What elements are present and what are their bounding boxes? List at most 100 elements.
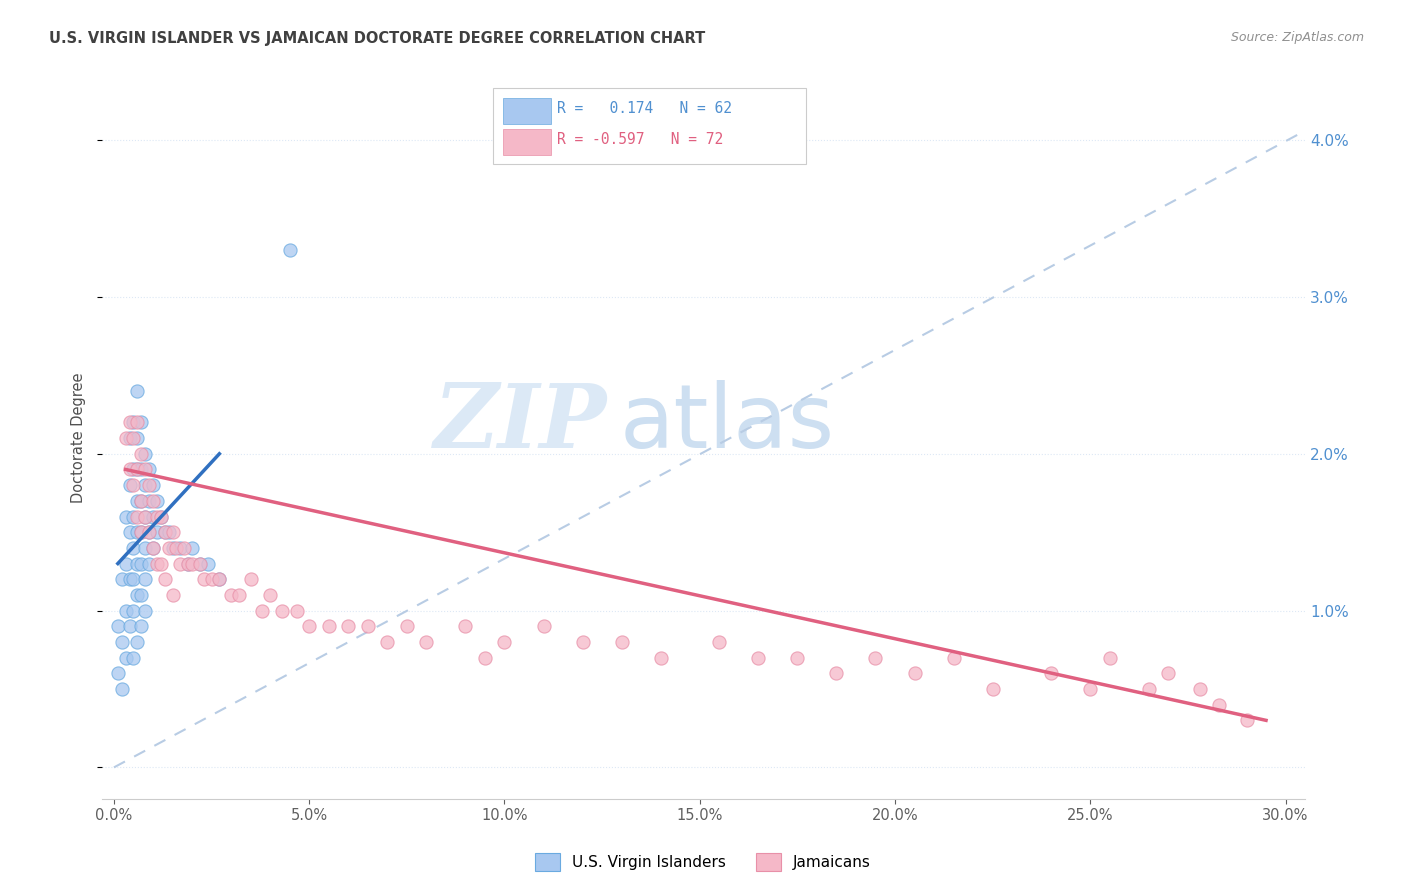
Point xyxy=(134,509,156,524)
Point xyxy=(129,588,152,602)
Point xyxy=(129,462,152,476)
Point xyxy=(786,650,808,665)
Point xyxy=(533,619,555,633)
Point xyxy=(415,635,437,649)
Point xyxy=(114,650,136,665)
Point xyxy=(114,431,136,445)
Point xyxy=(228,588,250,602)
Point xyxy=(149,509,172,524)
Point xyxy=(149,509,172,524)
Point xyxy=(153,525,176,540)
Point xyxy=(146,525,169,540)
Point xyxy=(981,681,1004,696)
Point xyxy=(494,635,516,649)
Point xyxy=(219,588,242,602)
Point xyxy=(142,478,165,492)
Point xyxy=(153,525,176,540)
Point xyxy=(107,619,129,633)
Point xyxy=(122,541,145,555)
Point xyxy=(610,635,633,649)
Point xyxy=(825,666,848,681)
Point xyxy=(138,493,160,508)
Point xyxy=(1137,681,1160,696)
Point xyxy=(709,635,731,649)
Y-axis label: Doctorate Degree: Doctorate Degree xyxy=(72,373,86,503)
Point xyxy=(942,650,965,665)
Point xyxy=(111,572,134,586)
Point xyxy=(134,478,156,492)
Point xyxy=(127,384,149,398)
Point xyxy=(114,604,136,618)
Point xyxy=(188,557,211,571)
Point xyxy=(200,572,222,586)
Point xyxy=(127,462,149,476)
Point xyxy=(474,650,496,665)
Point xyxy=(1236,714,1258,728)
Point xyxy=(118,619,141,633)
Point xyxy=(129,493,152,508)
Point xyxy=(127,493,149,508)
Point xyxy=(122,478,145,492)
Point xyxy=(162,525,184,540)
Point xyxy=(357,619,380,633)
Point xyxy=(1040,666,1063,681)
Point xyxy=(1078,681,1101,696)
Point xyxy=(146,557,169,571)
Point xyxy=(138,525,160,540)
Point xyxy=(129,619,152,633)
Point xyxy=(134,604,156,618)
Point xyxy=(454,619,477,633)
Point xyxy=(865,650,887,665)
Point xyxy=(208,572,231,586)
Legend: U.S. Virgin Islanders, Jamaicans: U.S. Virgin Islanders, Jamaicans xyxy=(529,847,877,877)
Point xyxy=(747,650,769,665)
Point xyxy=(114,509,136,524)
Point xyxy=(122,462,145,476)
Point xyxy=(197,557,219,571)
Point xyxy=(118,478,141,492)
Point xyxy=(129,525,152,540)
Point xyxy=(127,557,149,571)
Point xyxy=(239,572,262,586)
Point xyxy=(395,619,418,633)
FancyBboxPatch shape xyxy=(494,88,806,164)
Point xyxy=(146,493,169,508)
Point xyxy=(193,572,215,586)
Point xyxy=(122,572,145,586)
Point xyxy=(337,619,360,633)
Point xyxy=(571,635,593,649)
Text: atlas: atlas xyxy=(620,380,835,467)
Point xyxy=(169,541,191,555)
Point xyxy=(169,557,191,571)
Point xyxy=(134,572,156,586)
Text: Source: ZipAtlas.com: Source: ZipAtlas.com xyxy=(1230,31,1364,45)
Point xyxy=(138,462,160,476)
Point xyxy=(278,243,301,257)
Point xyxy=(142,493,165,508)
Point xyxy=(181,541,204,555)
Point xyxy=(318,619,340,633)
Point xyxy=(114,557,136,571)
Point xyxy=(138,557,160,571)
Text: U.S. VIRGIN ISLANDER VS JAMAICAN DOCTORATE DEGREE CORRELATION CHART: U.S. VIRGIN ISLANDER VS JAMAICAN DOCTORA… xyxy=(49,31,706,46)
Point xyxy=(270,604,292,618)
Point xyxy=(181,557,204,571)
Point xyxy=(1188,681,1211,696)
Point xyxy=(259,588,281,602)
Point xyxy=(127,509,149,524)
Point xyxy=(118,462,141,476)
Point xyxy=(208,572,231,586)
Point xyxy=(153,572,176,586)
Point xyxy=(127,462,149,476)
Text: R = -0.597   N = 72: R = -0.597 N = 72 xyxy=(557,131,723,146)
Point xyxy=(165,541,187,555)
Point xyxy=(142,541,165,555)
Point xyxy=(129,557,152,571)
Point xyxy=(375,635,398,649)
Point xyxy=(252,604,274,618)
Point xyxy=(122,416,145,430)
Point xyxy=(118,416,141,430)
Point xyxy=(134,509,156,524)
Point xyxy=(129,447,152,461)
Point xyxy=(127,635,149,649)
